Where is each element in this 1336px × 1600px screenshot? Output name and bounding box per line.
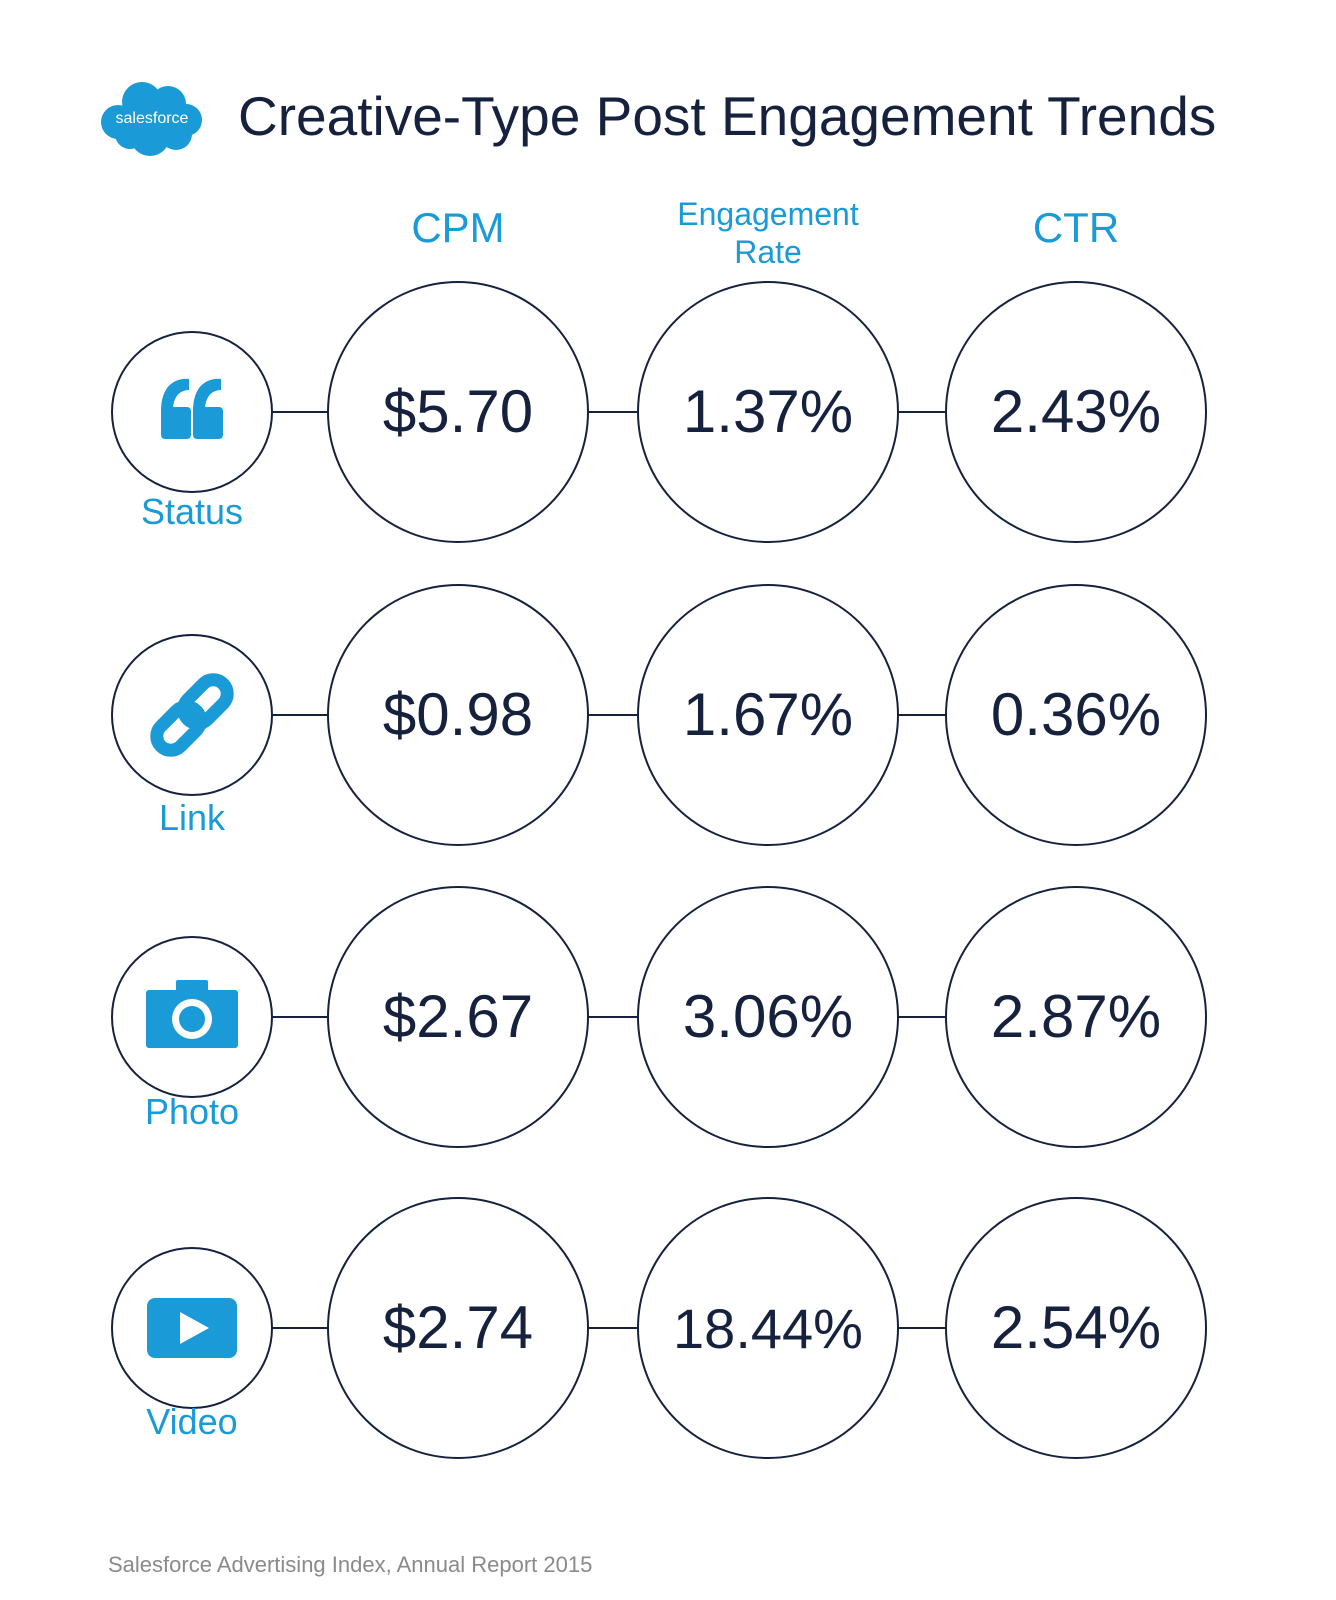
value-circle-photo-ctr [945, 886, 1207, 1148]
value-circle-status-cpm [327, 281, 589, 543]
data-label-photo-ctr: 2.87% [991, 983, 1161, 1050]
value-circle-photo-engagement-rate [637, 886, 899, 1148]
data-label-photo-engagement-rate: 3.06% [683, 983, 853, 1050]
data-label-photo-cpm: $2.67 [383, 983, 533, 1050]
value-circle-video-cpm [327, 1197, 589, 1459]
column-header-ctr: CTR [1033, 204, 1119, 251]
column-header-engagement-rate: Engagement Rate [677, 196, 859, 270]
data-label-link-cpm: $0.98 [383, 681, 533, 748]
value-circle-link-engagement-rate [637, 584, 899, 846]
link-icon [150, 673, 234, 757]
camera-icon [146, 980, 238, 1048]
value-circle-photo-cpm [327, 886, 589, 1148]
video-play-icon [147, 1298, 237, 1358]
salesforce-logo: salesforce [100, 80, 204, 158]
icon-circle [111, 331, 273, 493]
data-label-video-engagement-rate: 18.44% [673, 1297, 863, 1360]
data-label-status-cpm: $5.70 [383, 378, 533, 445]
value-circle-link-ctr [945, 584, 1207, 846]
row-label-link: Link [159, 797, 226, 838]
data-label-link-engagement-rate: 1.67% [683, 681, 853, 748]
column-header-cpm: CPM [411, 204, 504, 251]
quote-icon [161, 378, 223, 439]
data-label-link-ctr: 0.36% [991, 681, 1161, 748]
value-circle-link-cpm [327, 584, 589, 846]
value-circle-status-ctr [945, 281, 1207, 543]
data-label-video-ctr: 2.54% [991, 1294, 1161, 1361]
value-circle-video-engagement-rate [637, 1197, 899, 1459]
source-footnote: Salesforce Advertising Index, Annual Rep… [108, 1552, 593, 1577]
data-label-video-cpm: $2.74 [383, 1294, 533, 1361]
value-circle-status-engagement-rate [637, 281, 899, 543]
data-label-status-engagement-rate: 1.37% [683, 378, 853, 445]
row-label-photo: Photo [145, 1091, 239, 1132]
row-label-status: Status [141, 491, 243, 532]
page-title: Creative-Type Post Engagement Trends [238, 85, 1217, 147]
data-label-status-ctr: 2.43% [991, 378, 1161, 445]
row-label-video: Video [146, 1401, 237, 1442]
salesforce-cloud-icon [101, 82, 202, 156]
logo-text: salesforce [115, 110, 189, 127]
value-circle-video-ctr [945, 1197, 1207, 1459]
